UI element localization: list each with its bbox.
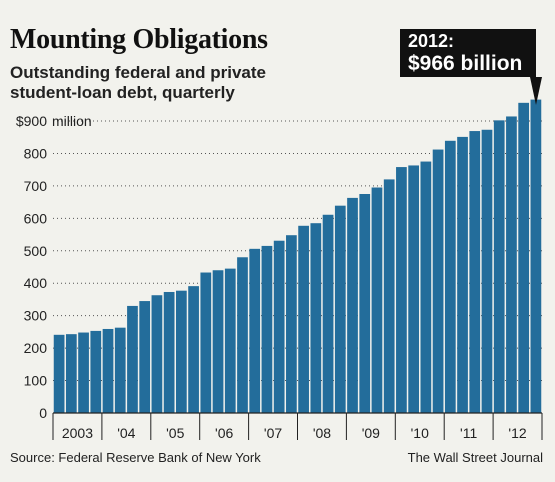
bar [298,225,309,413]
y-tick-label: 0 [39,405,47,421]
bar [347,197,358,413]
bar [151,295,163,413]
bar [200,272,212,413]
bar [65,334,77,413]
bar [444,140,456,413]
bar [176,290,187,413]
bar [408,165,419,413]
y-tick-label: 400 [24,275,48,291]
bar [396,167,407,413]
bar [518,102,530,413]
callout-pointer [530,77,542,105]
peak-callout: 2012: $966 billion [400,29,536,77]
bar [322,214,334,413]
bar [188,286,199,413]
bar [114,327,126,413]
callout-value: $966 billion [408,52,523,75]
bar [457,136,468,414]
publisher-credit: The Wall Street Journal [407,450,543,465]
bar [237,257,248,413]
bar [212,270,224,413]
bar [420,161,432,413]
bar [432,149,444,413]
bars [53,99,542,414]
bar [102,328,114,413]
bar [273,240,285,413]
bar [139,301,151,413]
bar [481,129,493,413]
y-tick-label: 700 [24,178,48,194]
bar [371,187,383,413]
bar [261,245,273,413]
source-note: Source: Federal Reserve Bank of New York [10,450,261,465]
y-tick-label: 300 [24,308,48,324]
bar [383,179,395,413]
x-tick-label: '10 [411,425,429,441]
y-tick-label: $900 [16,113,47,129]
y-tick-label: 600 [24,210,48,226]
chart-subtitle: Outstanding federal and private student-… [10,63,266,102]
bar [506,116,517,414]
x-tick-label: 2003 [62,425,93,441]
bar [224,268,236,413]
bar [334,205,346,413]
x-tick-label: '12 [508,425,526,441]
bar [469,131,481,413]
bar [127,305,138,413]
bar [249,248,261,413]
y-tick-label: 800 [24,145,48,161]
bar [530,99,542,413]
x-tick-label: '06 [215,425,233,441]
x-tick-label: '09 [362,425,380,441]
y-tick-label: 500 [24,243,48,259]
x-tick-label: '04 [117,425,135,441]
x-tick-label: '08 [313,425,331,441]
bar [53,334,65,413]
callout-year: 2012: [408,31,455,51]
x-tick-label: '07 [264,425,282,441]
y-tick-label: 100 [24,373,48,389]
bar [286,235,297,413]
y-unit-label: million [52,113,92,129]
bar [90,330,102,413]
chart-title: Mounting Obligations [10,24,268,55]
bar [310,223,322,413]
bar [78,332,89,413]
y-axis-ticks: 0 100 200 300 400 500 600 700 800 $900 million [16,113,92,421]
y-tick-label: 200 [24,340,48,356]
bar [359,194,371,413]
x-tick-label: '11 [460,425,477,441]
x-axis: 2003 '04 '05 '06 '07 '08 '09 '10 '11 '12 [52,412,543,441]
bar [493,120,505,414]
gridlines [53,120,542,382]
x-tick-label: '05 [166,425,184,441]
bar [163,291,175,413]
